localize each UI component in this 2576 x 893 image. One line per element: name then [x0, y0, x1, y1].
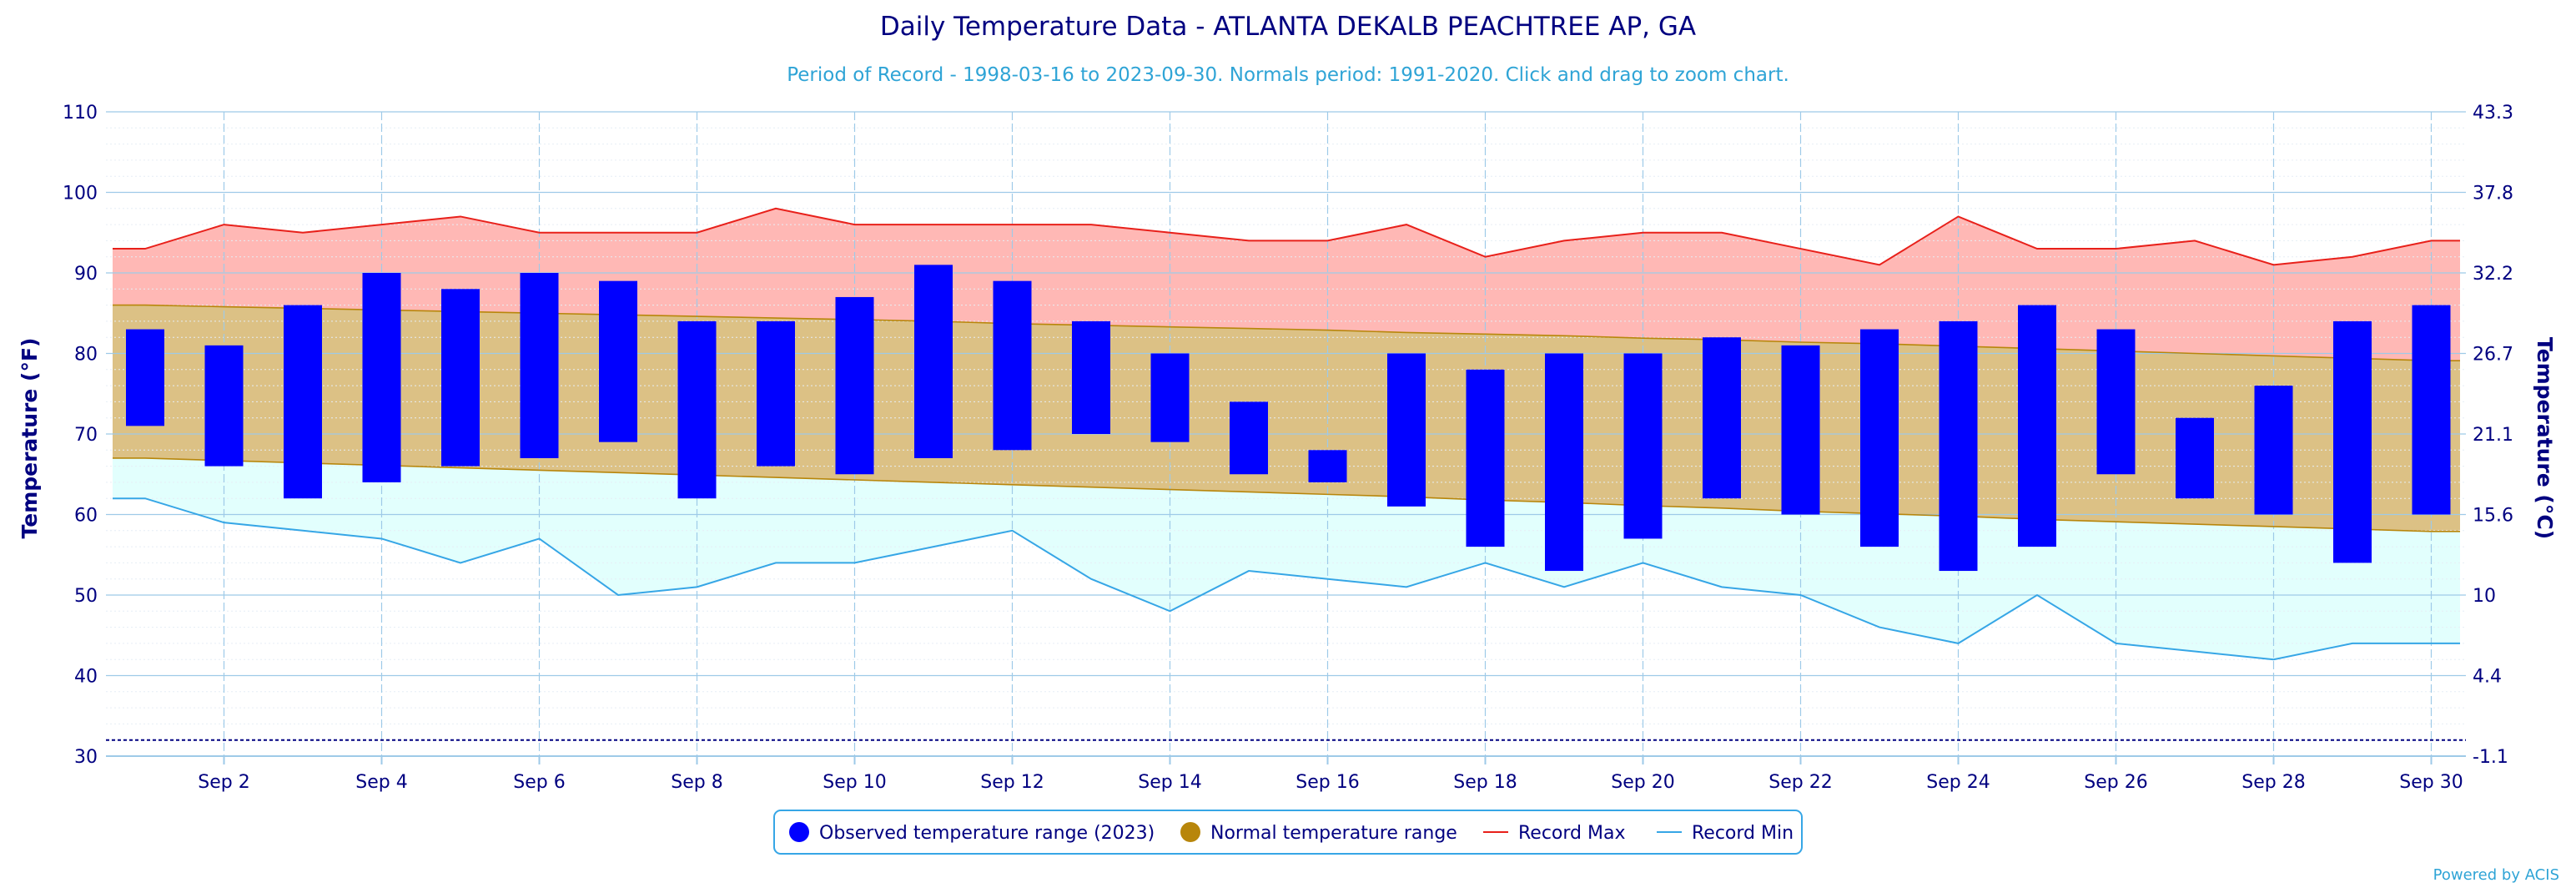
observed-range-bar[interactable] — [284, 305, 322, 499]
legend-box — [773, 810, 1803, 855]
x-tick-label: Sep 24 — [1926, 772, 1990, 793]
chart-title: Daily Temperature Data - ATLANTA DEKALB … — [880, 12, 1696, 42]
observed-range-bar[interactable] — [2176, 417, 2214, 499]
y2-tick-label: -1.1 — [2473, 747, 2508, 768]
y-tick-label: 50 — [74, 586, 98, 607]
observed-range-bar[interactable] — [441, 289, 480, 467]
observed-range-bar[interactable] — [1545, 353, 1583, 572]
y-axis-title: Temperature (°F) — [18, 338, 42, 539]
observed-range-bar[interactable] — [835, 296, 874, 475]
observed-range-bar[interactable] — [362, 273, 401, 482]
legend-observed-symbol — [789, 822, 809, 842]
x-tick-label: Sep 22 — [1768, 772, 1832, 793]
observed-range-bar[interactable] — [1781, 345, 1820, 515]
observed-range-bar[interactable] — [126, 329, 164, 426]
plot-area[interactable] — [106, 111, 2466, 757]
observed-range-bar[interactable] — [1387, 353, 1426, 507]
chart-legend[interactable]: Observed temperature range (2023) Normal… — [773, 810, 1803, 855]
y-tick-label: 110 — [63, 103, 98, 124]
observed-range-bar[interactable] — [520, 273, 559, 458]
observed-range-bar[interactable] — [757, 320, 795, 467]
x-tick-label: Sep 18 — [1453, 772, 1517, 793]
x-tick-label: Sep 6 — [513, 772, 565, 793]
observed-range-bar[interactable] — [2412, 305, 2451, 515]
observed-range-bar[interactable] — [1466, 369, 1505, 547]
x-tick-label: Sep 16 — [1296, 772, 1359, 793]
legend-item-observed[interactable]: Observed temperature range (2023) — [789, 822, 1155, 844]
y-tick-label: 60 — [74, 506, 98, 527]
y2-tick-label: 15.6 — [2473, 506, 2513, 527]
legend-item-record-max[interactable]: Record Max — [1483, 823, 1626, 844]
normal-min-line — [113, 457, 2460, 532]
x-tick-label: Sep 10 — [823, 772, 886, 793]
x-tick-label: Sep 30 — [2399, 772, 2463, 793]
x-tick-label: Sep 12 — [980, 772, 1044, 793]
observed-range-bar[interactable] — [204, 345, 244, 467]
legend-record-max-label: Record Max — [1518, 823, 1626, 844]
observed-range-bar[interactable] — [1703, 337, 1741, 499]
legend-normal-label: Normal temperature range — [1210, 823, 1457, 844]
y-tick-label: 70 — [74, 425, 98, 446]
y2-tick-label: 37.8 — [2473, 184, 2513, 204]
y2-axis-title: Temperature (°C) — [2533, 337, 2557, 539]
y-tick-label: 80 — [74, 345, 98, 366]
observed-range-bar[interactable] — [1072, 320, 1110, 434]
y-tick-label: 30 — [74, 747, 98, 768]
x-tick-label: Sep 26 — [2084, 772, 2147, 793]
credits-link[interactable]: Powered by ACIS — [2433, 866, 2559, 884]
observed-range-bar[interactable] — [1939, 320, 1978, 572]
y2-tick-label: 10 — [2473, 586, 2496, 607]
observed-range-bar[interactable] — [993, 280, 1032, 451]
observed-range-bar[interactable] — [599, 280, 637, 442]
y2-tick-label: 4.4 — [2473, 667, 2502, 688]
legend-item-record-min[interactable]: Record Min — [1657, 823, 1794, 844]
y-tick-label: 100 — [63, 184, 98, 204]
x-tick-label: Sep 8 — [671, 772, 722, 793]
legend-record-min-label: Record Min — [1692, 823, 1794, 844]
x-tick-label: Sep 28 — [2241, 772, 2305, 793]
observed-range-bar[interactable] — [677, 320, 717, 499]
record-max-band — [113, 208, 2460, 361]
x-tick-label: Sep 4 — [355, 772, 407, 793]
y-tick-label: 40 — [74, 667, 98, 688]
observed-range-bar[interactable] — [2333, 320, 2372, 563]
chart-subtitle: Period of Record - 1998-03-16 to 2023-09… — [787, 64, 1789, 86]
observed-range-bar[interactable] — [1860, 329, 1899, 547]
observed-range-bar[interactable] — [2096, 329, 2136, 475]
legend-normal-symbol — [1180, 822, 1200, 842]
observed-range-bar[interactable] — [914, 265, 953, 458]
observed-range-bar[interactable] — [1230, 401, 1268, 475]
x-tick-label: Sep 2 — [198, 772, 249, 793]
legend-observed-label: Observed temperature range (2023) — [819, 823, 1155, 844]
y2-tick-label: 32.2 — [2473, 264, 2513, 285]
legend-item-normal[interactable]: Normal temperature range — [1180, 822, 1457, 844]
observed-range-bar[interactable] — [2018, 305, 2056, 547]
y2-tick-label: 26.7 — [2473, 345, 2513, 366]
record-min-line — [113, 497, 2460, 661]
y2-tick-label: 21.1 — [2473, 425, 2513, 446]
observed-range-bar[interactable] — [1150, 353, 1190, 442]
observed-range-bar[interactable] — [1308, 450, 1347, 482]
x-tick-label: Sep 14 — [1138, 772, 1201, 793]
record-min-band — [113, 457, 2460, 660]
observed-range-bar[interactable] — [2254, 386, 2293, 515]
record-max-line — [113, 207, 2460, 266]
observed-range-bar[interactable] — [1623, 353, 1663, 539]
y-tick-label: 90 — [74, 264, 98, 285]
y2-tick-label: 43.3 — [2473, 103, 2513, 124]
axes: 30 40 50 60 70 80 90 100 110 -1.1 4.4 10 15.6 21.1 26.… — [63, 103, 2513, 793]
x-tick-label: Sep 20 — [1611, 772, 1674, 793]
